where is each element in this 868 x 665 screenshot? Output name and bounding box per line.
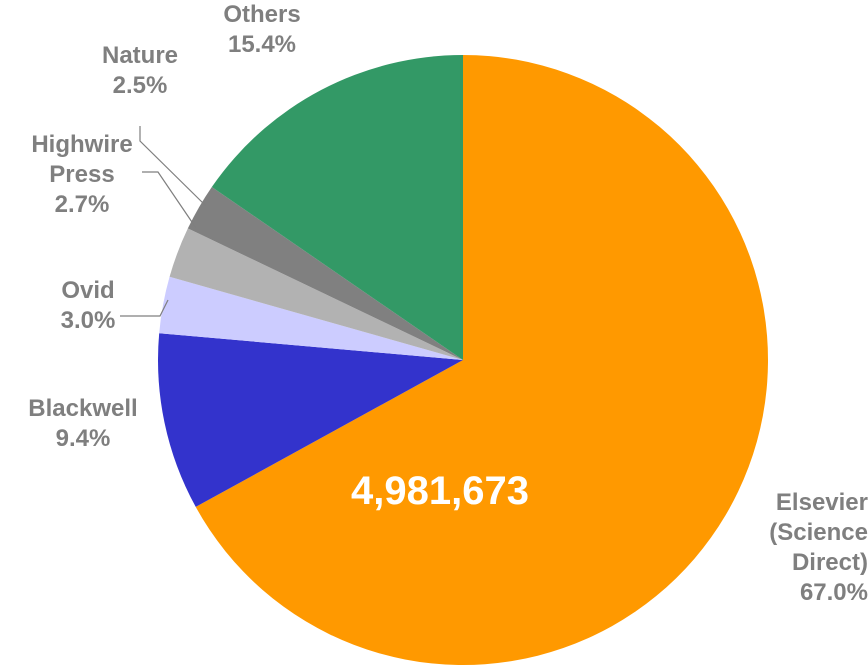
leader-line-nature xyxy=(139,126,207,207)
slice-labels: Elsevier (Science Direct) 67.0% Blackwell 9.4… xyxy=(28,1,868,606)
slice-label-ovid: Ovid 3.0% xyxy=(61,277,116,334)
leader-lines xyxy=(120,126,207,317)
pie-slices xyxy=(158,54,769,665)
pie-slice-blackwell xyxy=(158,333,464,507)
pie-slice-nature xyxy=(187,186,463,360)
leader-line-ovid xyxy=(120,299,169,317)
slice-label-others: Others 15.4% xyxy=(223,1,300,58)
leader-line-highwire-press xyxy=(142,171,197,229)
pie-slice-ovid xyxy=(159,276,463,360)
center-total-label: 4,981,673 xyxy=(351,469,529,513)
pie-slice-others xyxy=(211,55,463,360)
pie-slice-elsevier-science-direct xyxy=(195,54,769,665)
pie-slice-highwire-press xyxy=(169,228,463,360)
slice-label-blackwell: Blackwell 9.4% xyxy=(28,395,137,452)
slice-label-elsevier-science-direct: Elsevier (Science Direct) 67.0% xyxy=(769,489,868,606)
slice-label-nature: Nature 2.5% xyxy=(102,42,178,99)
slice-label-highwire-press: Highwire Press 2.7% xyxy=(31,131,132,218)
